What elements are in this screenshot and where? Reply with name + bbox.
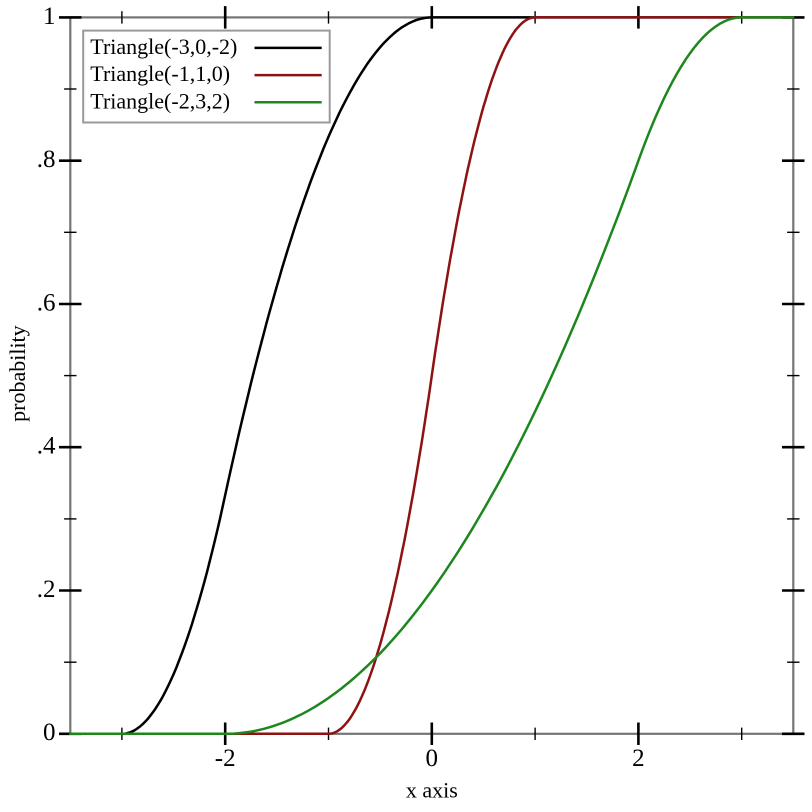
svg-text:.4: .4 xyxy=(37,433,56,460)
svg-text:2: 2 xyxy=(632,745,645,772)
svg-text:.8: .8 xyxy=(37,146,56,173)
svg-text:Triangle(-2,3,2): Triangle(-2,3,2) xyxy=(90,88,230,113)
svg-text:x axis: x axis xyxy=(406,777,458,802)
svg-text:.6: .6 xyxy=(37,289,56,316)
svg-text:0: 0 xyxy=(426,745,439,772)
svg-text:-2: -2 xyxy=(215,745,236,772)
svg-text:1: 1 xyxy=(43,3,56,30)
svg-text:Triangle(-1,1,0): Triangle(-1,1,0) xyxy=(90,61,230,86)
svg-text:.2: .2 xyxy=(37,576,56,603)
svg-text:probability: probability xyxy=(5,325,30,422)
svg-text:Triangle(-3,0,-2): Triangle(-3,0,-2) xyxy=(90,34,237,59)
svg-text:0: 0 xyxy=(43,719,56,746)
